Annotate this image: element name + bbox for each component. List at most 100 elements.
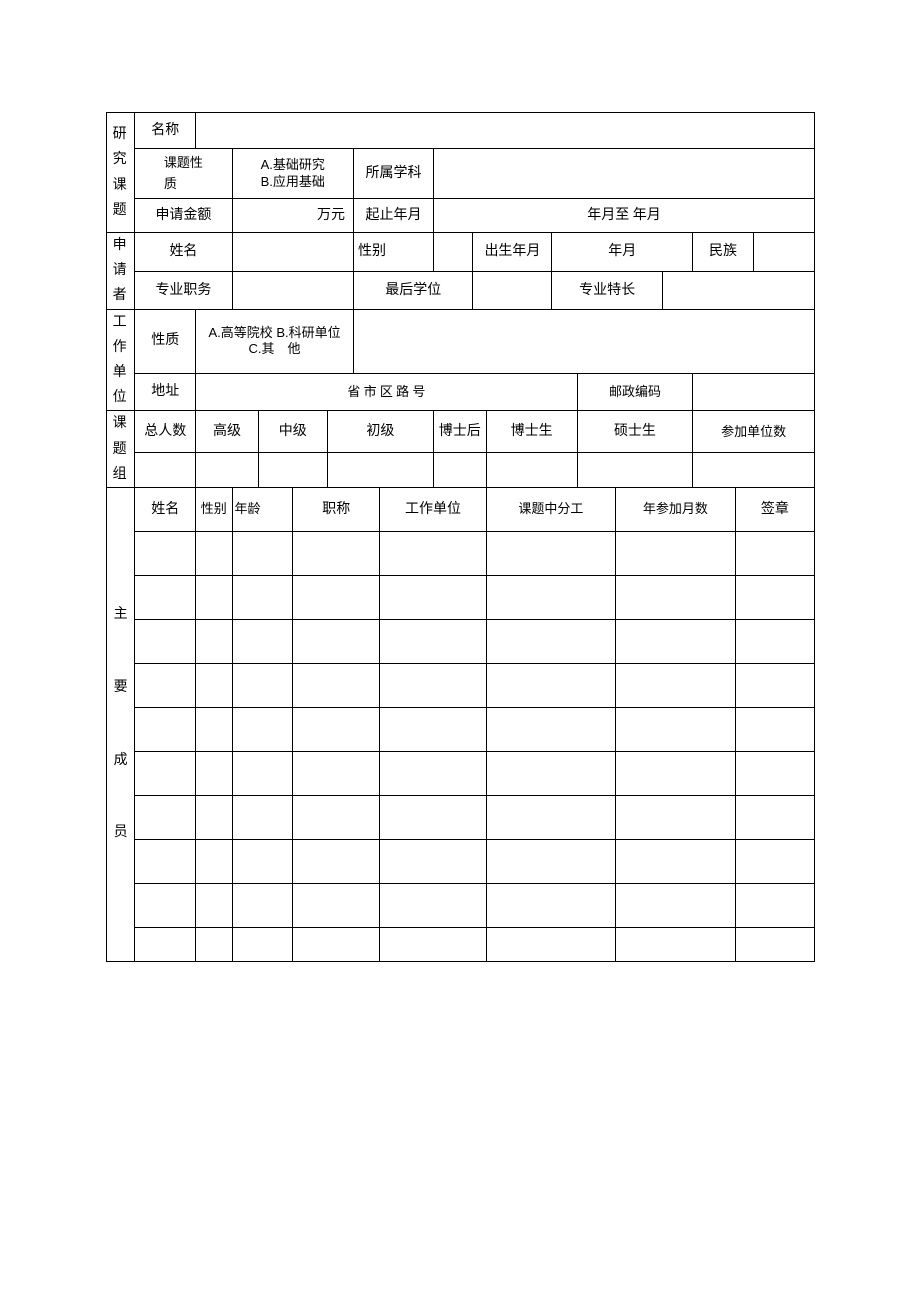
field-topic-name[interactable] <box>196 113 815 149</box>
cell-member-gender[interactable] <box>196 927 232 961</box>
field-period[interactable]: 年月至 年月 <box>433 199 814 233</box>
cell-member-months[interactable] <box>616 927 735 961</box>
cell-member-age[interactable] <box>232 707 293 751</box>
cell-member-age[interactable] <box>232 883 293 927</box>
cell-member-gender[interactable] <box>196 531 232 575</box>
cell-member-division[interactable] <box>486 707 616 751</box>
cell-member-gender[interactable] <box>196 663 232 707</box>
cell-member-gender[interactable] <box>196 707 232 751</box>
cell-member-age[interactable] <box>232 663 293 707</box>
cell-member-signature[interactable] <box>735 531 814 575</box>
cell-member-months[interactable] <box>616 795 735 839</box>
field-address[interactable]: 省 市 区 路 号 <box>196 373 578 411</box>
cell-member-signature[interactable] <box>735 839 814 883</box>
cell-member-age[interactable] <box>232 575 293 619</box>
cell-member-workunit[interactable] <box>380 707 486 751</box>
cell-member-workunit[interactable] <box>380 795 486 839</box>
cell-member-name[interactable] <box>135 575 196 619</box>
cell-member-gender[interactable] <box>196 751 232 795</box>
cell-member-division[interactable] <box>486 883 616 927</box>
cell-member-title[interactable] <box>293 839 380 883</box>
field-participating-units[interactable] <box>693 453 815 488</box>
cell-member-title[interactable] <box>293 619 380 663</box>
cell-member-division[interactable] <box>486 663 616 707</box>
cell-member-division[interactable] <box>486 751 616 795</box>
cell-member-title[interactable] <box>293 575 380 619</box>
cell-member-title[interactable] <box>293 795 380 839</box>
cell-member-name[interactable] <box>135 795 196 839</box>
cell-member-title[interactable] <box>293 927 380 961</box>
field-amount[interactable]: 万元 <box>232 199 353 233</box>
cell-member-age[interactable] <box>232 927 293 961</box>
field-applicant-name[interactable] <box>232 233 353 272</box>
cell-member-division[interactable] <box>486 531 616 575</box>
field-total[interactable] <box>135 453 196 488</box>
cell-member-name[interactable] <box>135 707 196 751</box>
cell-member-workunit[interactable] <box>380 927 486 961</box>
cell-member-name[interactable] <box>135 751 196 795</box>
cell-member-workunit[interactable] <box>380 531 486 575</box>
cell-member-signature[interactable] <box>735 707 814 751</box>
cell-member-title[interactable] <box>293 531 380 575</box>
cell-member-workunit[interactable] <box>380 883 486 927</box>
cell-member-signature[interactable] <box>735 663 814 707</box>
cell-member-division[interactable] <box>486 619 616 663</box>
cell-member-gender[interactable] <box>196 795 232 839</box>
cell-member-signature[interactable] <box>735 927 814 961</box>
field-unit-nature-options[interactable]: A.高等院校 B.科研单位 C.其 他 <box>196 309 354 373</box>
cell-member-age[interactable] <box>232 795 293 839</box>
field-final-degree[interactable] <box>473 272 552 309</box>
field-ethnicity[interactable] <box>753 233 814 272</box>
field-subject[interactable] <box>433 149 814 199</box>
cell-member-name[interactable] <box>135 663 196 707</box>
cell-member-gender[interactable] <box>196 883 232 927</box>
cell-member-signature[interactable] <box>735 619 814 663</box>
cell-member-months[interactable] <box>616 883 735 927</box>
cell-member-age[interactable] <box>232 751 293 795</box>
cell-member-workunit[interactable] <box>380 751 486 795</box>
cell-member-months[interactable] <box>616 751 735 795</box>
cell-member-title[interactable] <box>293 883 380 927</box>
cell-member-workunit[interactable] <box>380 839 486 883</box>
cell-member-signature[interactable] <box>735 751 814 795</box>
cell-member-name[interactable] <box>135 839 196 883</box>
cell-member-workunit[interactable] <box>380 663 486 707</box>
field-senior[interactable] <box>196 453 259 488</box>
cell-member-title[interactable] <box>293 751 380 795</box>
cell-member-name[interactable] <box>135 883 196 927</box>
cell-member-months[interactable] <box>616 663 735 707</box>
cell-member-division[interactable] <box>486 927 616 961</box>
cell-member-months[interactable] <box>616 707 735 751</box>
cell-member-gender[interactable] <box>196 575 232 619</box>
field-postcode[interactable] <box>693 373 815 411</box>
cell-member-title[interactable] <box>293 663 380 707</box>
field-unit-nature-value[interactable] <box>354 309 815 373</box>
cell-member-gender[interactable] <box>196 619 232 663</box>
cell-member-signature[interactable] <box>735 575 814 619</box>
cell-member-months[interactable] <box>616 575 735 619</box>
field-master[interactable] <box>577 453 692 488</box>
field-junior[interactable] <box>327 453 433 488</box>
cell-member-division[interactable] <box>486 575 616 619</box>
cell-member-division[interactable] <box>486 795 616 839</box>
cell-member-division[interactable] <box>486 839 616 883</box>
cell-member-signature[interactable] <box>735 795 814 839</box>
cell-member-age[interactable] <box>232 619 293 663</box>
cell-member-signature[interactable] <box>735 883 814 927</box>
cell-member-workunit[interactable] <box>380 575 486 619</box>
cell-member-name[interactable] <box>135 531 196 575</box>
field-birth[interactable]: 年月 <box>552 233 693 272</box>
field-phd[interactable] <box>486 453 577 488</box>
cell-member-name[interactable] <box>135 927 196 961</box>
cell-member-months[interactable] <box>616 619 735 663</box>
cell-member-months[interactable] <box>616 839 735 883</box>
cell-member-months[interactable] <box>616 531 735 575</box>
field-gender[interactable] <box>433 233 472 272</box>
field-specialty[interactable] <box>662 272 814 309</box>
cell-member-age[interactable] <box>232 531 293 575</box>
field-postdoc[interactable] <box>433 453 486 488</box>
field-topic-nature-options[interactable]: A.基础研究 B.应用基础 <box>232 149 353 199</box>
cell-member-name[interactable] <box>135 619 196 663</box>
cell-member-workunit[interactable] <box>380 619 486 663</box>
cell-member-title[interactable] <box>293 707 380 751</box>
